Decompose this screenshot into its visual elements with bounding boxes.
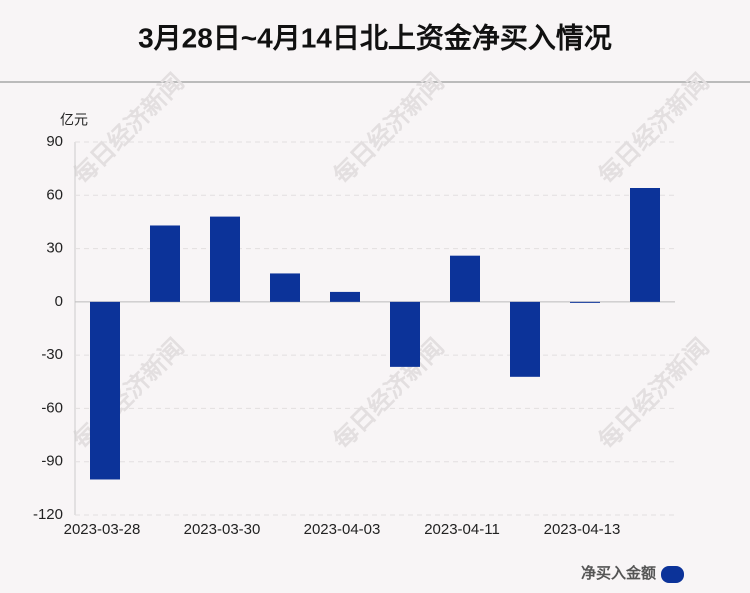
y-tick-label: -60 <box>41 399 63 416</box>
bar <box>210 216 240 302</box>
y-tick-label: -120 <box>33 506 63 523</box>
x-tick-label: 2023-03-28 <box>64 521 141 538</box>
x-tick-label: 2023-04-13 <box>544 521 621 538</box>
bar <box>570 301 600 303</box>
y-tick-label: 0 <box>55 293 63 310</box>
bar <box>510 301 540 377</box>
chart-title: 3月28日~4月14日北上资金净买入情况 <box>138 21 612 53</box>
y-tick-label: 30 <box>46 240 63 257</box>
y-tick-label: 60 <box>46 186 63 203</box>
y-tick-label: 90 <box>46 133 63 150</box>
bar <box>390 301 420 367</box>
bar <box>270 273 300 302</box>
legend-swatch <box>661 566 684 583</box>
bar <box>630 188 660 302</box>
x-tick-label: 2023-03-30 <box>184 521 261 538</box>
y-tick-label: -30 <box>41 346 63 363</box>
x-tick-label: 2023-04-03 <box>304 521 381 538</box>
legend-label: 净买入金额 <box>581 564 656 582</box>
bar <box>330 291 360 302</box>
bar <box>90 301 120 480</box>
x-tick-label: 2023-04-11 <box>424 521 500 538</box>
y-tick-label: -90 <box>41 453 63 470</box>
bar <box>450 255 480 302</box>
bar <box>150 225 180 302</box>
y-axis-unit: 亿元 <box>60 112 88 128</box>
